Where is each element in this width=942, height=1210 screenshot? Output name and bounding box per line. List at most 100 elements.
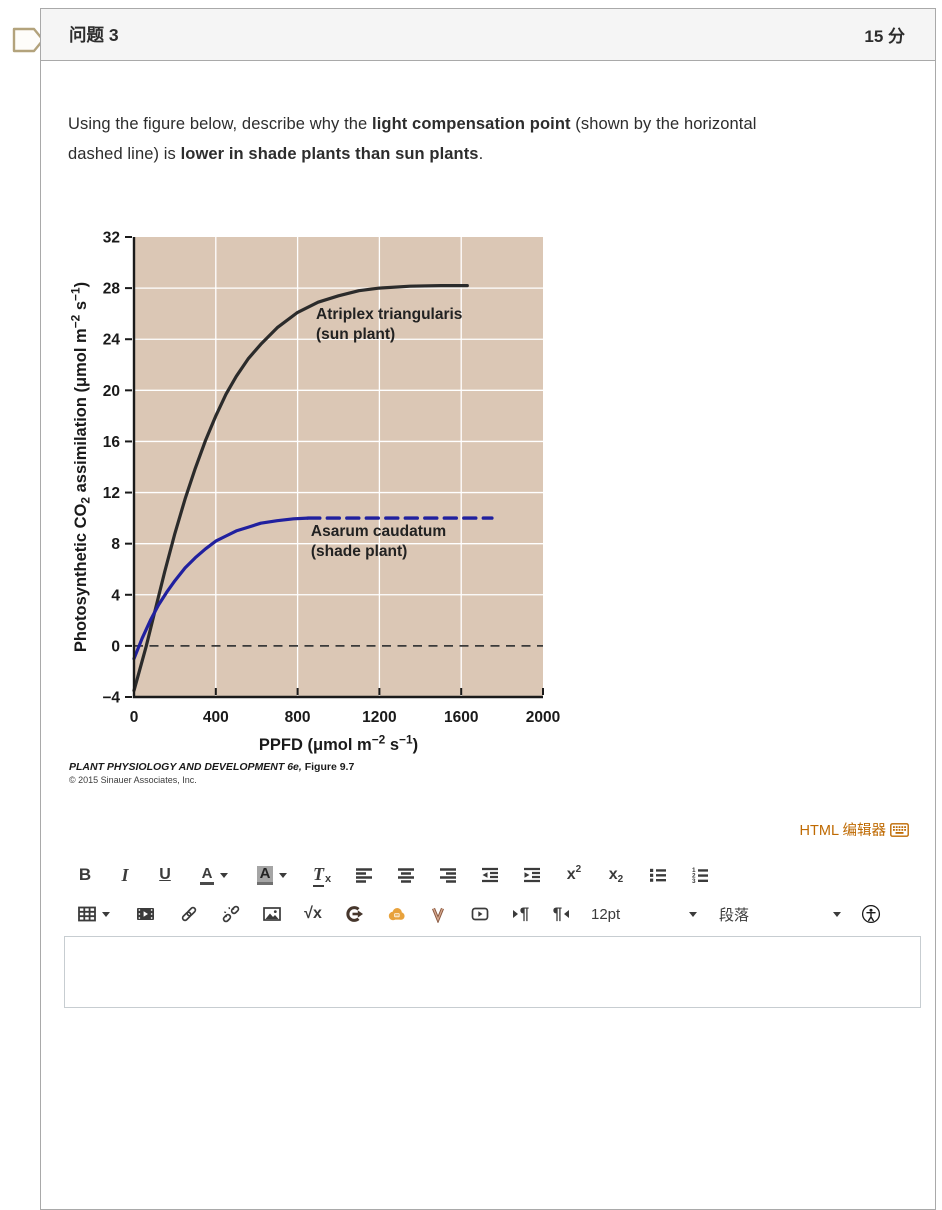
svg-text:3: 3: [692, 878, 696, 884]
pilcrow-icon: ¶: [519, 904, 530, 923]
insert-link-button[interactable]: [167, 897, 211, 931]
bullet-list-icon: [650, 868, 666, 882]
link-icon: [181, 906, 197, 922]
svg-text:16: 16: [103, 434, 121, 451]
record-video-button[interactable]: [459, 897, 501, 931]
align-right-icon: [440, 868, 456, 883]
bold-button[interactable]: B: [65, 858, 105, 892]
html-editor-link[interactable]: HTML 编辑器: [800, 819, 909, 840]
lti-tool-button-1[interactable]: [333, 897, 375, 931]
keyboard-icon: [890, 822, 909, 837]
svg-text:8: 8: [111, 536, 120, 553]
font-size-select[interactable]: 12pt: [581, 897, 705, 931]
outdent-icon: [482, 867, 498, 883]
figure-copyright: © 2015 Sinauer Associates, Inc.: [69, 775, 197, 785]
svg-text:800: 800: [285, 709, 311, 726]
indent-button[interactable]: [511, 858, 553, 892]
highlight-color-icon: A: [256, 865, 274, 885]
insert-media-button[interactable]: [123, 897, 167, 931]
highlight-color-button[interactable]: A: [243, 858, 301, 892]
text-color-icon: A: [199, 865, 215, 885]
numbered-list-icon: 123: [692, 867, 708, 884]
align-center-button[interactable]: [385, 858, 427, 892]
table-button[interactable]: [65, 897, 123, 931]
accessibility-checker-button[interactable]: [851, 897, 891, 931]
answer-input[interactable]: [64, 936, 921, 1008]
svg-text:2: 2: [692, 873, 696, 880]
svg-text:Asarum caudatum: Asarum caudatum: [311, 523, 446, 540]
chevron-down-icon: [833, 911, 841, 917]
equation-button[interactable]: √x: [293, 897, 333, 931]
svg-text:0: 0: [130, 709, 139, 726]
svg-text:32: 32: [103, 230, 120, 247]
question-header: 问题 3 15 分: [41, 9, 935, 61]
figure-credit: PLANT PHYSIOLOGY AND DEVELOPMENT 6e, Fig…: [69, 761, 355, 773]
lti-tool-icon-3: [432, 907, 444, 923]
svg-text:24: 24: [103, 332, 121, 349]
flag-question-icon[interactable]: [12, 27, 45, 53]
svg-text:Photosynthetic CO2 assimilatio: Photosynthetic CO2 assimilation (μmol m−…: [69, 282, 92, 652]
chart-svg: −4 0 4 8 12 16 20 24 28 32 0 400 800 1200 1600 2000 PPFD…: [69, 230, 560, 755]
svg-text:1200: 1200: [362, 709, 396, 726]
font-size-value: 12pt: [591, 905, 621, 923]
rtl-direction-button[interactable]: ¶: [541, 897, 581, 931]
arrow-right-icon: [512, 910, 518, 918]
image-icon: [263, 907, 281, 921]
svg-text:12: 12: [103, 485, 120, 502]
equation-icon: √x: [304, 905, 322, 922]
html-editor-label: HTML 编辑器: [799, 823, 886, 839]
underline-button[interactable]: U: [145, 858, 185, 892]
lti-tool-icon-2: [388, 908, 405, 921]
bullet-list-button[interactable]: [637, 858, 679, 892]
align-center-icon: [398, 868, 414, 883]
arrow-left-icon: [564, 910, 570, 918]
question-card: 问题 3 15 分 Using the figure below, descri…: [40, 8, 936, 1210]
remove-link-button[interactable]: [211, 897, 251, 931]
unlink-icon: [222, 905, 240, 923]
align-right-button[interactable]: [427, 858, 469, 892]
svg-text:0: 0: [111, 638, 120, 655]
indent-icon: [524, 867, 540, 883]
chevron-down-icon: [279, 872, 288, 878]
text-color-button[interactable]: A: [185, 858, 243, 892]
svg-text:2000: 2000: [526, 709, 560, 726]
ltr-direction-button[interactable]: ¶: [501, 897, 541, 931]
video-icon: [471, 907, 489, 921]
svg-text:1600: 1600: [444, 709, 478, 726]
svg-text:4: 4: [111, 587, 120, 604]
italic-icon: I: [121, 864, 129, 885]
chevron-down-icon: [689, 911, 697, 917]
svg-text:Atriplex triangularis: Atriplex triangularis: [316, 306, 462, 323]
lti-tool-icon-1: [345, 906, 363, 922]
svg-text:(sun plant): (sun plant): [316, 326, 395, 343]
question-title: 问题 3: [69, 25, 119, 45]
paragraph-format-value: 段落: [719, 906, 750, 924]
insert-image-button[interactable]: [251, 897, 293, 931]
chevron-down-icon: [102, 911, 110, 917]
table-icon: [78, 906, 96, 922]
align-left-button[interactable]: [343, 858, 385, 892]
outdent-button[interactable]: [469, 858, 511, 892]
accessibility-icon: [861, 904, 881, 924]
clear-formatting-icon: T: [312, 864, 324, 887]
question-text: Using the figure below, describe why the…: [68, 115, 757, 163]
svg-text:400: 400: [203, 709, 229, 726]
svg-text:−4: −4: [102, 690, 120, 707]
italic-button[interactable]: I: [105, 858, 145, 892]
svg-text:28: 28: [103, 281, 121, 298]
svg-text:1: 1: [692, 867, 696, 874]
pilcrow-icon: ¶: [552, 904, 563, 923]
lti-tool-button-2[interactable]: [375, 897, 417, 931]
underline-icon: U: [159, 866, 171, 883]
svg-text:20: 20: [103, 383, 120, 400]
bold-icon: B: [78, 865, 92, 884]
figure-9-7: −4 0 4 8 12 16 20 24 28 32 0 400 800 1200 1600 2000 PPFD…: [69, 225, 569, 786]
question-points: 15 分: [864, 27, 905, 46]
paragraph-format-select[interactable]: 段落: [705, 897, 851, 931]
lti-tool-button-3[interactable]: [417, 897, 459, 931]
